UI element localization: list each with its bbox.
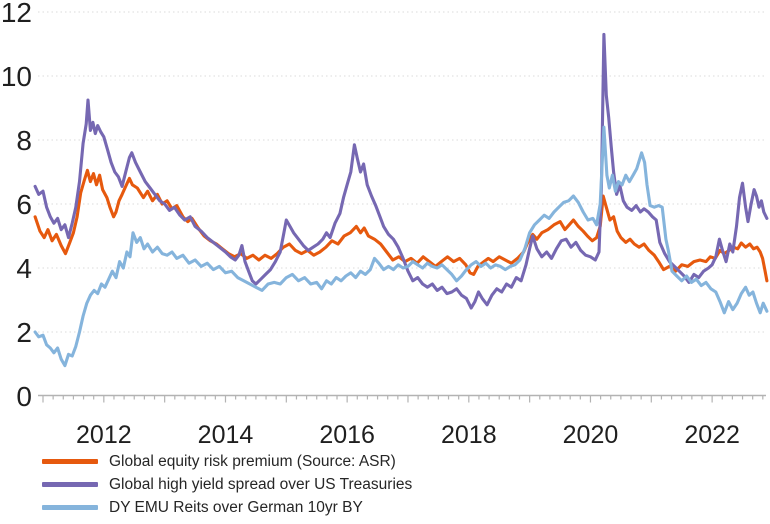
x-axis-label-2022: 2022 (684, 421, 740, 449)
x-axis-label-2012: 2012 (76, 421, 132, 449)
legend-item-equity-risk-premium: Global equity risk premium (Source: ASR) (42, 452, 412, 471)
chart-legend: Global equity risk premium (Source: ASR)… (42, 452, 412, 517)
legend-swatch-orange (42, 459, 98, 464)
y-axis-label-6: 6 (16, 189, 32, 220)
y-axis-label-10: 10 (1, 61, 32, 92)
y-axis-label-0: 0 (16, 381, 32, 412)
line-chart-canvas: 0 2 4 6 8 10 12 2012 2014 2016 2018 2020 2022 (1, 0, 769, 449)
legend-swatch-blue (42, 505, 98, 510)
x-axis-label-2016: 2016 (319, 421, 375, 449)
legend-item-high-yield-spread: Global high yield spread over US Treasur… (42, 475, 412, 494)
y-axis-label-4: 4 (16, 253, 32, 284)
legend-swatch-purple (42, 482, 98, 487)
x-axis-label-2020: 2020 (563, 421, 619, 449)
y-axis-label-12: 12 (1, 0, 32, 28)
series-line-global-high-yield-spread-over-us-treasuries (33, 32, 769, 310)
series-line-dy-emu-reits-over-german-10yr-by (33, 125, 769, 368)
legend-label: DY EMU Reits over German 10yr BY (109, 498, 363, 516)
y-axis-label-8: 8 (16, 125, 32, 156)
legend-label: Global equity risk premium (Source: ASR) (109, 452, 396, 470)
x-axis-label-2014: 2014 (198, 421, 254, 449)
legend-item-emu-reits: DY EMU Reits over German 10yr BY (42, 498, 412, 517)
legend-label: Global high yield spread over US Treasur… (109, 475, 413, 493)
x-axis-label-2018: 2018 (441, 421, 497, 449)
y-axis-label-2: 2 (16, 317, 32, 348)
